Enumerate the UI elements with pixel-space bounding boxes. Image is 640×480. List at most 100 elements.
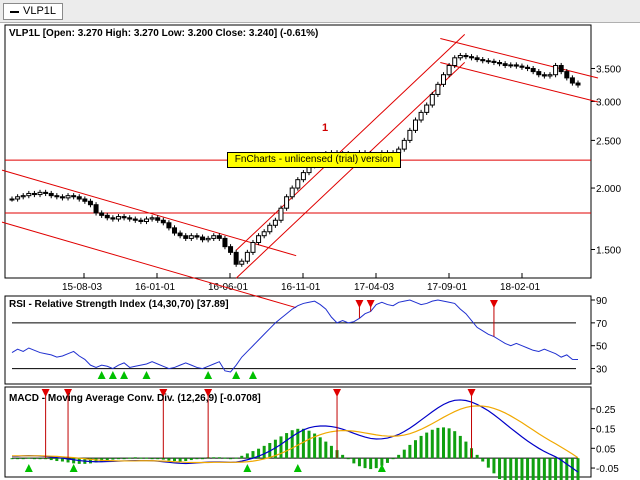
macd-histogram-bar (257, 448, 261, 459)
macd-histogram-bar (144, 457, 148, 459)
macd-histogram-bar (380, 458, 384, 466)
rsi-y-tick-label: 50 (596, 342, 608, 353)
candle-body (54, 195, 60, 198)
buy-signal-marker (248, 371, 257, 379)
macd-histogram-bar (27, 457, 31, 459)
sell-signal-marker (41, 389, 50, 397)
candle-body (160, 219, 166, 224)
buy-signal-marker (204, 371, 213, 379)
candle-body (513, 64, 519, 67)
candle-body (15, 196, 21, 200)
macd-histogram-bar (296, 428, 300, 459)
candle-body (530, 68, 536, 73)
macd-histogram-bar (128, 457, 132, 459)
candle-body (491, 60, 497, 64)
candle-body (519, 65, 525, 68)
price-y-tick-label: 3.500 (596, 65, 621, 76)
candle-body (132, 218, 138, 221)
macd-histogram-bar (313, 433, 317, 459)
sell-signal-marker (204, 389, 213, 397)
candle-body (228, 246, 234, 253)
candle-body (575, 82, 581, 86)
macd-histogram-bar (526, 458, 530, 480)
macd-histogram-bar (279, 436, 283, 459)
candle-body (216, 235, 222, 239)
macd-histogram-bar (178, 458, 182, 462)
buy-signal-marker (293, 464, 302, 472)
macd-series-line (12, 399, 579, 473)
candle-body (93, 204, 99, 214)
price-panel-frame (4, 24, 592, 279)
candle-body (166, 222, 172, 229)
candle-body (211, 235, 217, 239)
candle-body (508, 64, 514, 67)
sell-signal-marker (366, 300, 375, 308)
symbol-tab[interactable]: VLP1L (3, 3, 64, 20)
candle-body (99, 212, 105, 216)
macd-histogram-bar (116, 458, 120, 460)
candle-body (127, 217, 133, 220)
candle-body (172, 227, 178, 234)
candle-body (435, 83, 441, 95)
candle-body (502, 63, 508, 66)
macd-histogram-bar (150, 458, 154, 460)
macd-histogram-bar (32, 458, 36, 460)
macd-plot: 0.25 0.15 0.05 -0.05 (10, 389, 619, 480)
candle-body (149, 217, 155, 220)
candle-body (250, 241, 256, 253)
macd-histogram-bar (307, 430, 311, 459)
candle-body (429, 93, 435, 106)
macd-histogram-bar (559, 458, 563, 480)
line-legend-icon (10, 10, 19, 13)
macd-histogram-bar (10, 458, 14, 460)
macd-histogram-bar (44, 458, 48, 460)
macd-histogram-bar (436, 427, 440, 459)
macd-histogram-bar (21, 458, 25, 460)
price-y-tick-label: 3.000 (596, 97, 621, 108)
macd-histogram-bar (464, 441, 468, 459)
macd-panel-title: MACD - Moving Average Conv. Div. (12,26,… (9, 393, 261, 404)
macd-histogram-bar (357, 458, 361, 467)
price-plot: 3.500 3.000 2.500 2.000 1.500 15-08-03 16-01-0… (1, 34, 621, 309)
macd-histogram-bar (139, 457, 143, 459)
macd-histogram-bar (262, 445, 266, 459)
buy-signal-marker (24, 464, 33, 472)
macd-histogram-bar (570, 458, 574, 480)
candle-body (418, 111, 424, 121)
price-x-tick-label: 16-01-01 (135, 282, 175, 293)
macd-histogram-bar (425, 432, 429, 459)
macd-histogram-bar (492, 458, 496, 474)
macd-histogram-bar (223, 457, 227, 459)
macd-histogram-bar (240, 455, 244, 459)
rsi-panel-title: RSI - Relative Strength Index (14,30,70)… (9, 299, 229, 310)
candle-body (104, 214, 110, 219)
rsi-plot: 90 70 50 30 (11, 296, 608, 379)
macd-histogram-bar (251, 451, 255, 459)
price-y-tick-label: 1.500 (596, 245, 621, 256)
macd-histogram-bar (301, 428, 305, 459)
buy-signal-marker (120, 371, 129, 379)
price-y-tick-label: 2.000 (596, 184, 621, 195)
macd-histogram-bar (161, 458, 165, 460)
annotation-marker-1: 1 (322, 122, 328, 134)
candle-body (143, 218, 149, 223)
macd-histogram-bar (537, 458, 541, 480)
candle-body (71, 195, 77, 198)
candle-body (200, 236, 206, 241)
macd-histogram-bar (318, 437, 322, 459)
rsi-line (11, 299, 579, 373)
rsi-panel-frame (4, 295, 592, 385)
trial-watermark: FnCharts - unlicensed (trial) version (227, 152, 401, 168)
macd-histogram-bar (391, 458, 395, 460)
candle-body (222, 237, 228, 248)
macd-histogram-bar (329, 445, 333, 459)
macd-histogram-bar (16, 458, 20, 460)
trend-channel-line (235, 34, 466, 251)
candle-body (261, 231, 267, 237)
macd-histogram-bar (352, 458, 356, 464)
macd-histogram-bar (498, 458, 502, 480)
rsi-y-tick-label: 70 (596, 319, 608, 330)
macd-histogram-bar (486, 458, 490, 468)
